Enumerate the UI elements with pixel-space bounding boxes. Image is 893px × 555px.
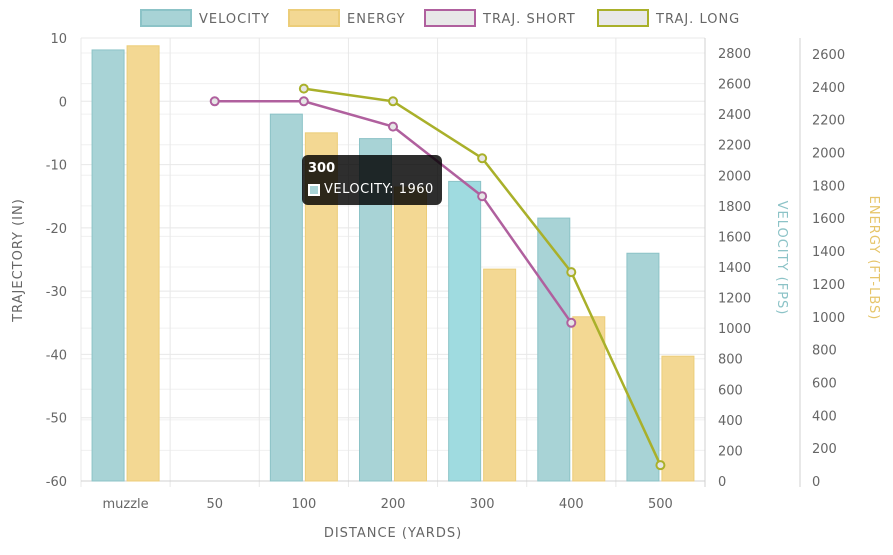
- velocity-tick-label: 800: [718, 353, 743, 368]
- energy-bar: [394, 186, 427, 482]
- velocity-tick-label: 2000: [718, 169, 751, 184]
- velocity-bar: [91, 49, 125, 482]
- energy-tick-label: 1600: [812, 212, 845, 227]
- x-tick-label: 400: [559, 497, 584, 512]
- left-tick-label: -10: [46, 159, 67, 174]
- energy-tick-label: 600: [812, 376, 837, 391]
- traj-long-point: [388, 96, 398, 107]
- legend-swatch: [288, 9, 340, 27]
- velocity-bar: [448, 180, 482, 482]
- energy-tick-label: 0: [812, 475, 820, 490]
- left-tick-label: -40: [46, 348, 67, 363]
- legend-swatch: [597, 9, 649, 27]
- left-axis-title: TRAJECTORY (IN): [11, 198, 26, 323]
- left-tick-label: -20: [46, 222, 67, 237]
- velocity-tick-label: 1800: [718, 200, 751, 215]
- velocity-bar: [269, 113, 303, 482]
- velocity-tick-label: 1200: [718, 292, 751, 307]
- traj-long-point: [566, 267, 577, 278]
- legend-label: VELOCITY: [199, 12, 270, 27]
- x-tick-label: 50: [206, 497, 223, 512]
- energy-tick-label: 2000: [812, 147, 845, 162]
- traj-long-point: [298, 83, 309, 94]
- energy-bar: [572, 316, 606, 482]
- traj-short-point: [477, 191, 488, 202]
- energy-axis-title: ENERGY (FT-LBS): [866, 196, 881, 321]
- velocity-tick-label: 1600: [718, 230, 751, 245]
- tooltip-label: VELOCITY: 1960: [324, 182, 434, 197]
- velocity-tick-label: 2800: [718, 47, 751, 62]
- energy-bar: [483, 268, 517, 482]
- energy-tick-label: 400: [812, 409, 837, 424]
- energy-tick-label: 2200: [812, 114, 845, 129]
- tooltip-swatch: [308, 183, 320, 196]
- x-tick-label: 500: [648, 497, 673, 512]
- x-tick-label: 300: [470, 497, 495, 512]
- energy-tick-label: 1800: [812, 179, 845, 194]
- traj-short-point: [298, 96, 309, 107]
- traj-long-point: [477, 153, 488, 164]
- x-tick-label: 200: [381, 497, 406, 512]
- x-tick-label: 100: [291, 497, 316, 512]
- energy-bar: [661, 355, 695, 482]
- traj-short-point: [566, 317, 577, 328]
- left-tick-label: -50: [46, 412, 67, 427]
- x-axis-title: DISTANCE (YARDS): [324, 526, 462, 541]
- velocity-tick-label: 2400: [718, 108, 751, 123]
- traj-short-line: [214, 100, 573, 324]
- velocity-axis-title: VELOCITY (FPS): [774, 201, 789, 316]
- velocity-bar: [537, 217, 571, 482]
- velocity-tick-label: 0: [718, 475, 726, 490]
- legend-swatch: [424, 9, 476, 27]
- energy-bar: [126, 45, 160, 482]
- energy-tick-label: 2400: [812, 81, 845, 96]
- traj-short-point: [209, 96, 220, 107]
- tooltip-row: VELOCITY: 1960: [308, 182, 434, 197]
- left-tick-label: 10: [50, 32, 67, 47]
- legend-label: TRAJ. LONG: [655, 12, 740, 27]
- left-tick-label: 0: [59, 95, 67, 110]
- energy-tick-label: 1400: [812, 245, 845, 260]
- energy-tick-label: 1000: [812, 311, 845, 326]
- traj-short-point: [388, 121, 398, 132]
- velocity-tick-label: 1400: [718, 261, 751, 276]
- energy-tick-label: 2600: [812, 48, 845, 63]
- traj-long-point: [655, 460, 666, 471]
- legend-swatch: [140, 9, 192, 27]
- left-tick-label: -60: [46, 475, 67, 490]
- tooltip-title: 300: [308, 161, 336, 176]
- velocity-tick-label: 200: [718, 444, 743, 459]
- legend-label: ENERGY: [347, 12, 406, 27]
- velocity-tick-label: 2200: [718, 139, 751, 154]
- energy-tick-label: 800: [812, 344, 837, 359]
- velocity-tick-label: 400: [718, 414, 743, 429]
- energy-tick-label: 200: [812, 442, 837, 457]
- velocity-tick-label: 600: [718, 383, 743, 398]
- x-tick-label: muzzle: [102, 497, 148, 512]
- legend-label: TRAJ. SHORT: [482, 12, 576, 27]
- velocity-tick-label: 2600: [718, 78, 751, 93]
- chart-tooltip: 300 VELOCITY: 1960: [302, 155, 442, 205]
- energy-tick-label: 1200: [812, 278, 845, 293]
- left-tick-label: -30: [46, 285, 67, 300]
- velocity-bar: [626, 252, 660, 482]
- velocity-tick-label: 1000: [718, 322, 751, 337]
